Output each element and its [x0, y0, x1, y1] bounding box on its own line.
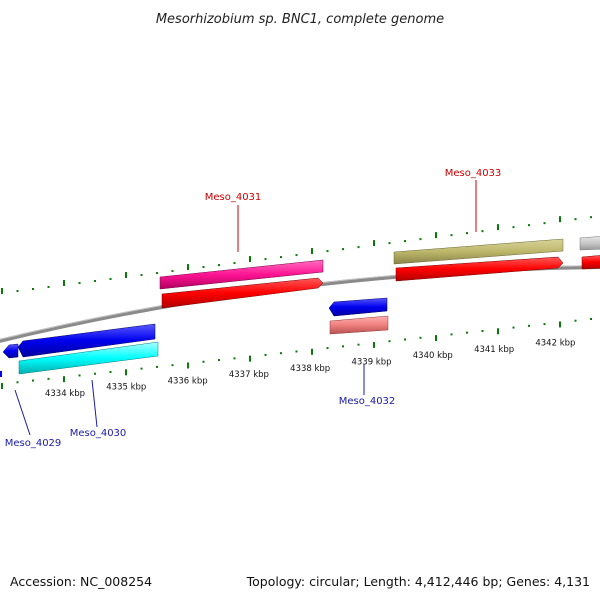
genome-backbone [0, 265, 600, 343]
gene-label-meso-4031[interactable]: Meso_4031 [205, 192, 262, 203]
scale-label: 4338 kbp [290, 364, 330, 374]
gene-cyan-feature [18, 341, 159, 375]
gene-labels: Meso_4031 Meso_4033 Meso_4032 Meso_4029 … [5, 168, 502, 449]
gene-salmon-feature [329, 315, 389, 335]
scale-label: 4339 kbp [351, 358, 391, 368]
gene-pink-feature [159, 259, 324, 290]
leader-line-meso-4030 [91, 379, 98, 428]
gene-meso-4033-arrow [395, 256, 564, 282]
forward-strand-ticks [1, 216, 592, 294]
scale-label: 4334 kbp [45, 389, 85, 399]
gene-meso-4031-arrow [161, 277, 324, 309]
scale-label: 4341 kbp [474, 345, 514, 355]
gene-olive-feature [393, 238, 564, 265]
gene-meso-4029-arrow [2, 343, 19, 359]
scale-label: 4335 kbp [106, 383, 146, 393]
gene-label-meso-4030[interactable]: Meso_4030 [70, 428, 127, 439]
gene-label-meso-4032[interactable]: Meso_4032 [339, 396, 396, 407]
scale-label: 4340 kbp [413, 351, 453, 361]
gene-edge-fragment [0, 371, 2, 377]
gene-red-edge-arrow [581, 255, 600, 270]
gene-gray-feature [579, 236, 600, 251]
gene-label-meso-4033[interactable]: Meso_4033 [445, 168, 502, 179]
gene-meso-4030-arrow [17, 323, 156, 358]
scale-label: 4342 kbp [535, 339, 575, 349]
genome-summary-text: Topology: circular; Length: 4,412,446 bp… [246, 574, 590, 589]
scale-label: 4336 kbp [168, 376, 208, 386]
leader-line-meso-4029 [14, 389, 31, 436]
gene-label-meso-4029[interactable]: Meso_4029 [5, 438, 62, 449]
reverse-strand-ticks [1, 317, 592, 389]
scale-label: 4337 kbp [229, 370, 269, 380]
scale-labels: 4334 kbp 4335 kbp 4336 kbp 4337 kbp 4338 kbp… [45, 339, 575, 399]
accession-text: Accession: NC_008254 [10, 574, 152, 589]
genome-backbone-highlight [0, 265, 600, 340]
gene-meso-4032-arrow [328, 297, 388, 317]
map-title: Mesorhizobium sp. BNC1, complete genome [156, 12, 444, 27]
